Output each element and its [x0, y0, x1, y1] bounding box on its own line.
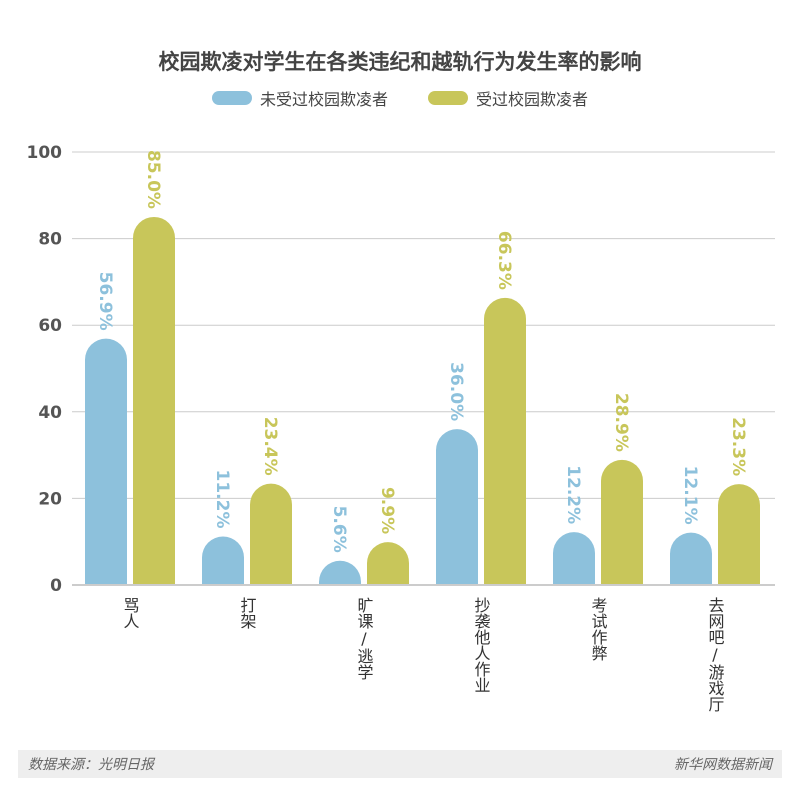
x-category-label: 旷课/逃学 [355, 597, 374, 680]
data-label: 9.9% [377, 487, 397, 534]
legend: 未受过校园欺凌者 受过校园欺凌者 [0, 86, 800, 110]
footer: 数据来源：光明日报 新华网数据新闻 [18, 750, 782, 778]
legend-swatch-blue [211, 91, 252, 105]
data-label: 23.4% [260, 417, 280, 476]
bar [601, 459, 643, 585]
y-tick-label: 80 [38, 230, 62, 250]
x-category-label: 抄袭他人作业 [472, 597, 491, 693]
bar [202, 536, 244, 585]
chart-title: 校园欺凌对学生在各类违纪和越轨行为发生率的影响 [158, 50, 642, 74]
bar [85, 338, 127, 585]
source-text: 数据来源：光明日报 [28, 757, 154, 773]
legend-item-bullied: 受过校园欺凌者 [428, 86, 588, 110]
legend-swatch-green [428, 91, 468, 105]
data-label: 28.9% [611, 393, 631, 452]
data-label: 12.1% [680, 466, 700, 525]
x-category-label: 去网吧/游戏厅 [706, 597, 725, 712]
bar [553, 532, 595, 585]
bar [367, 542, 409, 585]
y-tick-label: 40 [38, 403, 62, 423]
data-label: 12.2% [563, 465, 583, 524]
bar [670, 532, 712, 585]
data-label: 85.0% [143, 150, 163, 209]
bar [319, 560, 361, 585]
bar [484, 297, 526, 585]
bar [250, 483, 292, 585]
x-category-label: 考试作弊 [589, 597, 608, 661]
data-label: 11.2% [212, 470, 232, 529]
data-label: 23.3% [728, 417, 748, 476]
data-label: 5.6% [329, 506, 349, 553]
bar [718, 484, 760, 585]
x-category-label: 打架 [238, 597, 257, 629]
y-tick-label: 20 [38, 489, 62, 509]
legend-label: 未受过校园欺凌者 [259, 90, 388, 109]
y-tick-label: 60 [38, 316, 62, 336]
credit-text: 新华网数据新闻 [674, 757, 772, 773]
legend-label: 受过校园欺凌者 [476, 90, 589, 109]
data-label: 66.3% [494, 231, 514, 290]
plot-area: 0 20 40 60 80 100 56.9% 85.0% 骂人 11.2% 23.4% 打架 5.6%… [27, 143, 775, 712]
y-tick-label: 0 [50, 576, 62, 596]
bar [436, 429, 478, 585]
y-tick-label: 100 [27, 143, 63, 163]
x-category-label: 骂人 [121, 597, 140, 629]
legend-item-not-bullied: 未受过校园欺凌者 [211, 86, 388, 110]
data-label: 56.9% [95, 272, 115, 331]
data-label: 36.0% [446, 362, 466, 421]
bar [133, 216, 175, 585]
